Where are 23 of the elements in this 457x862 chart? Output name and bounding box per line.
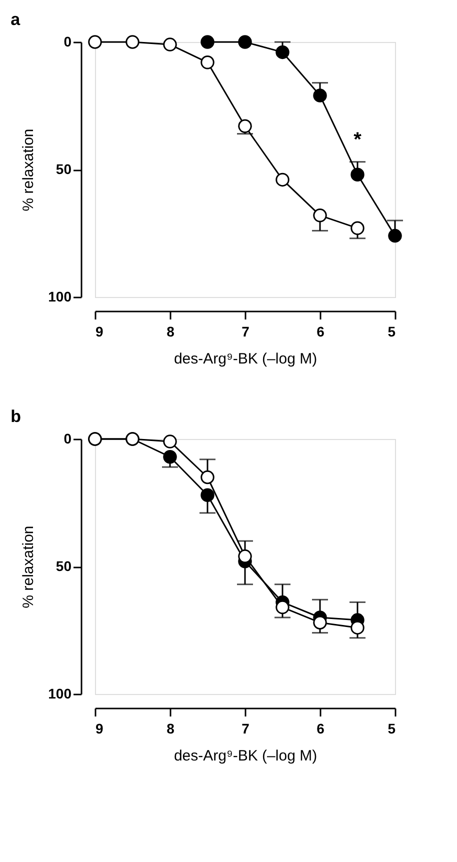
chart-title: a [10,10,21,29]
y-axis-title: % relaxation [20,128,38,212]
annotation: * [354,128,362,151]
x-tick-label: 6 [316,324,325,340]
x-tick-label: 8 [166,720,175,736]
y-tick-label: 50 [56,161,72,177]
y-tick-label: 50 [56,558,72,574]
x-tick-label: 8 [166,324,175,340]
x-tick-label: 5 [388,324,396,340]
y-tick-label: 0 [64,34,72,50]
y-tick-label: 0 [64,430,72,446]
x-tick-label: 9 [96,324,104,340]
y-tick-label: 100 [48,686,72,702]
y-tick-label: 100 [48,288,72,304]
x-tick-label: 7 [242,324,250,340]
x-axis-title: des-Arg⁹-BK (–log M) [174,748,318,764]
y-axis-title: % relaxation [20,526,38,608]
x-tick-label: 7 [242,720,250,736]
x-tick-label: 9 [96,720,104,736]
x-tick-label: 6 [316,720,325,736]
chart-title: b [10,406,22,426]
x-axis-title: des-Arg⁹-BK (–log M) [174,350,318,368]
x-tick-label: 5 [388,720,396,736]
